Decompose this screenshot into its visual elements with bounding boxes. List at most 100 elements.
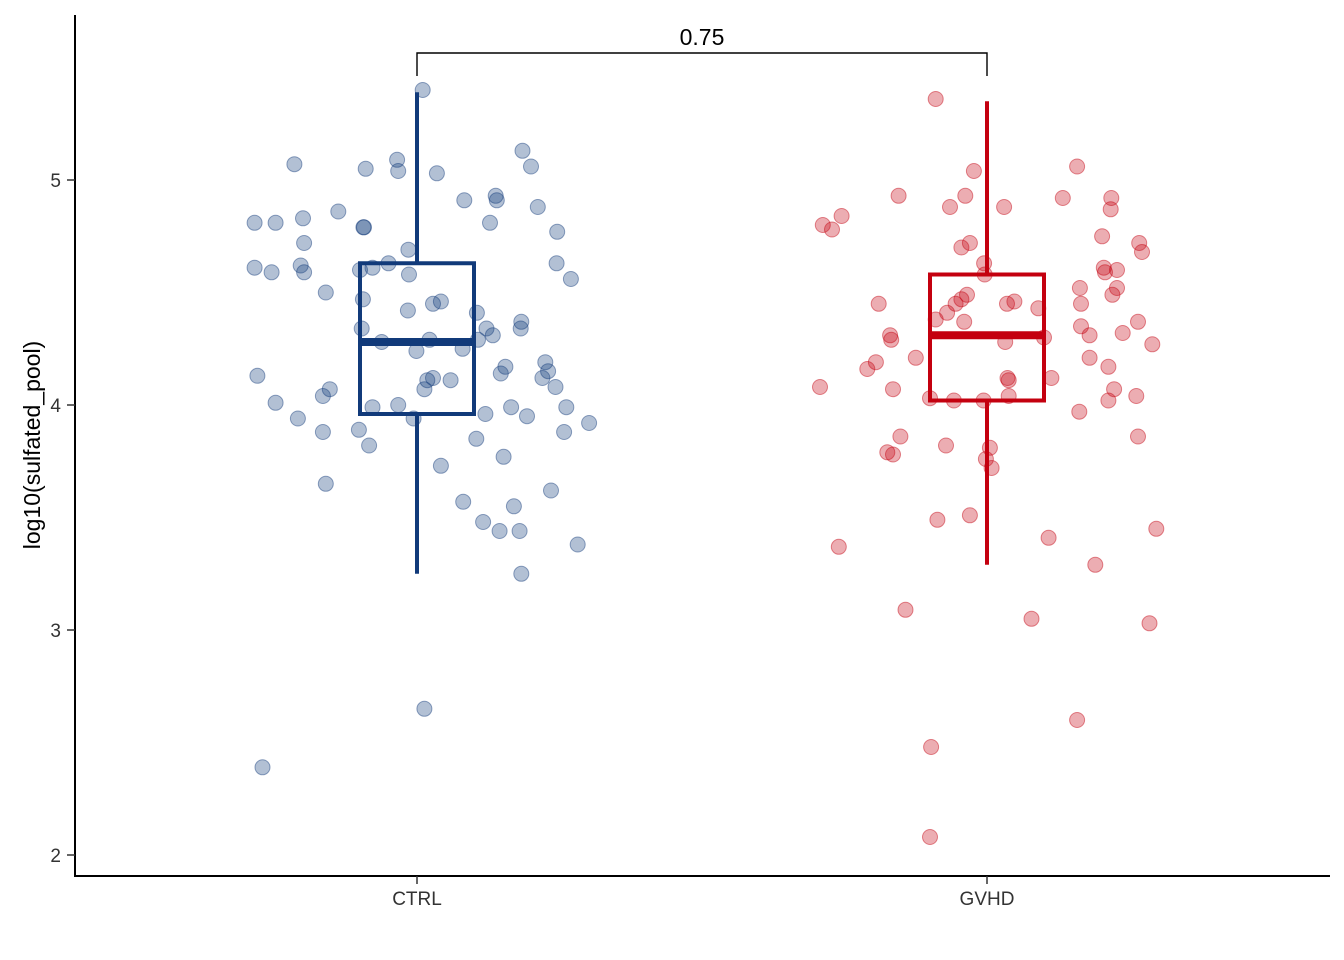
data-point-ctrl — [401, 266, 417, 283]
data-point-ctrl — [487, 187, 504, 204]
data-point-ctrl — [484, 327, 501, 344]
y-tick-label: 5 — [50, 171, 61, 192]
data-point-gvhd — [870, 295, 887, 312]
data-point-ctrl — [519, 408, 535, 425]
data-point-ctrl — [355, 219, 372, 236]
data-point-ctrl — [549, 223, 566, 240]
data-point-ctrl — [400, 241, 417, 258]
data-point-ctrl — [356, 219, 372, 236]
data-point-gvhd — [1087, 556, 1104, 573]
data-point-gvhd — [1109, 262, 1125, 278]
data-point-ctrl — [468, 304, 485, 321]
data-point-gvhd — [1114, 325, 1131, 341]
data-point-gvhd — [897, 601, 914, 618]
p-value-label: 0.75 — [680, 24, 725, 50]
data-point-ctrl — [267, 394, 284, 411]
data-point-ctrl — [540, 363, 557, 380]
data-point-gvhd — [1094, 228, 1111, 245]
data-point-gvhd — [1000, 372, 1017, 389]
data-point-gvhd — [999, 370, 1016, 386]
data-point-ctrl — [537, 354, 554, 371]
data-point-gvhd — [959, 286, 975, 303]
data-point-ctrl — [505, 498, 522, 515]
data-point-ctrl — [581, 415, 598, 431]
data-point-ctrl — [514, 142, 531, 159]
data-point-gvhd — [1081, 327, 1098, 344]
data-point-gvhd — [812, 379, 828, 395]
data-point-gvhd — [1106, 381, 1123, 398]
data-point-gvhd — [824, 221, 840, 238]
data-point-gvhd — [1073, 318, 1089, 335]
data-point-ctrl — [497, 358, 514, 375]
data-point-ctrl — [562, 271, 579, 287]
data-point-ctrl — [350, 421, 367, 438]
data-point-gvhd — [885, 446, 901, 463]
y-axis-title: log10(sulfated_pool) — [19, 341, 45, 549]
data-point-ctrl — [456, 192, 473, 209]
data-point-ctrl — [296, 235, 313, 251]
data-point-ctrl — [296, 264, 313, 281]
data-point-gvhd — [942, 199, 958, 215]
data-point-ctrl — [246, 259, 263, 276]
bracket-line — [416, 52, 988, 76]
data-point-gvhd — [961, 235, 978, 251]
data-point-ctrl — [547, 379, 564, 395]
data-point-ctrl — [263, 264, 280, 281]
data-point-ctrl — [286, 156, 303, 173]
data-point-ctrl — [548, 255, 565, 272]
data-point-gvhd — [1081, 349, 1098, 366]
data-point-ctrl — [425, 295, 441, 312]
data-point-ctrl — [330, 203, 347, 220]
data-point-gvhd — [1040, 529, 1057, 546]
data-point-gvhd — [1069, 158, 1086, 175]
data-point-gvhd — [859, 361, 876, 377]
data-point-gvhd — [1069, 712, 1086, 728]
data-point-ctrl — [442, 372, 459, 389]
data-point-gvhd — [830, 538, 847, 555]
data-point-ctrl — [475, 514, 492, 530]
data-point-ctrl — [503, 399, 520, 416]
data-point-gvhd — [885, 381, 901, 398]
data-point-gvhd — [923, 739, 940, 755]
data-point-ctrl — [478, 320, 495, 337]
data-point-gvhd — [867, 354, 884, 371]
data-point-gvhd — [882, 327, 899, 344]
data-point-gvhd — [961, 507, 978, 524]
data-point-ctrl — [432, 457, 449, 474]
data-point-ctrl — [492, 365, 509, 382]
y-tick-label: 3 — [50, 621, 61, 642]
ticks: CTRL GVHD 2 3 4 5 — [50, 171, 1014, 910]
axes: log10(sulfated_pool) — [19, 15, 1330, 877]
data-point-ctrl — [491, 523, 508, 539]
data-point-gvhd — [1100, 392, 1117, 409]
data-point-gvhd — [1071, 280, 1088, 296]
data-point-gvhd — [1144, 336, 1161, 353]
data-point-gvhd — [927, 91, 944, 107]
data-point-ctrl — [558, 399, 575, 416]
data-point-ctrl — [488, 192, 505, 209]
x-tick-label: GVHD — [960, 889, 1015, 910]
data-point-gvhd — [883, 331, 900, 348]
data-point-ctrl — [249, 367, 266, 384]
data-point-gvhd — [1023, 610, 1040, 627]
data-point-ctrl — [390, 163, 407, 179]
data-point-gvhd — [1103, 190, 1120, 206]
data-point-ctrl — [317, 475, 334, 492]
data-point-gvhd — [1102, 201, 1119, 218]
data-point-gvhd — [1148, 520, 1165, 537]
data-point-gvhd — [879, 444, 896, 461]
data-point-ctrl — [399, 302, 416, 319]
data-point-ctrl — [390, 397, 407, 413]
data-point-gvhd — [1095, 259, 1112, 276]
data-point-ctrl — [495, 448, 512, 465]
data-point-ctrl — [361, 437, 378, 454]
data-point-gvhd — [890, 187, 907, 204]
data-point-ctrl — [513, 313, 530, 330]
data-point-gvhd — [996, 199, 1013, 215]
data-point-ctrl — [292, 257, 309, 274]
data-point-gvhd — [1097, 264, 1113, 281]
data-point-gvhd — [1109, 280, 1125, 296]
data-point-ctrl — [357, 160, 374, 177]
data-point-ctrl — [425, 370, 441, 386]
